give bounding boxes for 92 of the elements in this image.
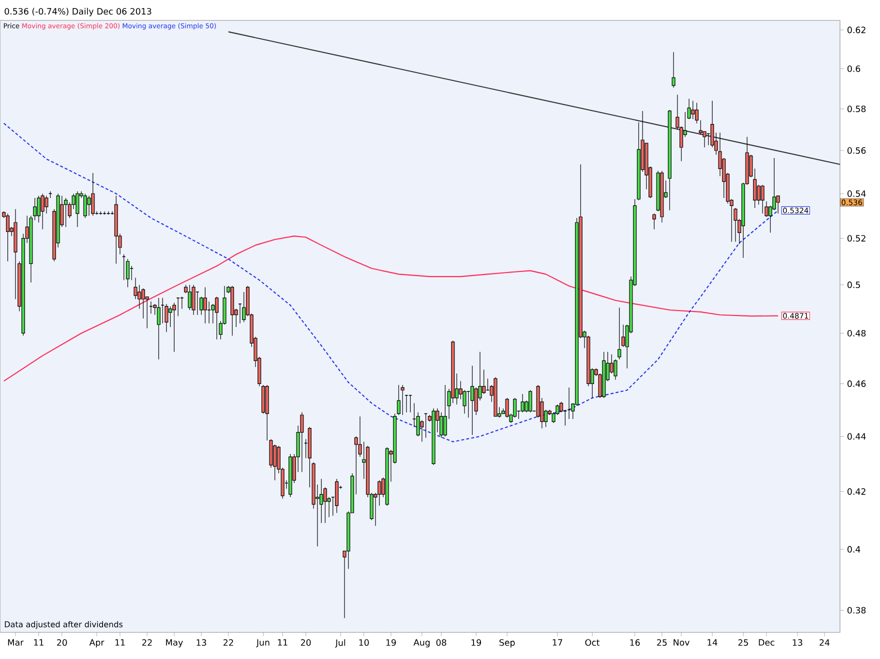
x-tick-label: 14 (708, 639, 718, 646)
candlestick (87, 195, 91, 216)
y-tick-label: 0.44 (848, 433, 866, 440)
candlestick (482, 369, 486, 394)
x-tick-label: 16 (630, 639, 640, 646)
x-tick-label: 20 (300, 639, 311, 646)
candlestick (760, 184, 764, 214)
x-tick-label: 25 (657, 639, 667, 646)
candlestick (172, 302, 176, 352)
line-series (3, 236, 779, 382)
y-tick-label: 0.42 (848, 488, 866, 495)
candlestick (36, 195, 40, 223)
candlestick (207, 301, 211, 324)
candlestick (560, 402, 564, 413)
x-tick-label: Sep (500, 639, 515, 648)
x-tick-label: 08 (436, 639, 446, 646)
candlestick (396, 384, 400, 416)
x-tick-label: 13 (792, 639, 802, 646)
candlestick (141, 288, 146, 319)
y-tick-label: 0.4 (848, 546, 860, 553)
x-tick-label: Dec (758, 639, 774, 646)
chart-title: 0.536 (-0.74%) Daily Dec 06 2013 (4, 8, 152, 16)
candlestick (691, 100, 695, 120)
x-tick-label: 13 (196, 639, 206, 646)
candlestick (710, 100, 714, 148)
x-tick-label: 10 (359, 639, 369, 646)
y-tick-label: 0.46 (848, 380, 866, 387)
x-tick-label: Jun (256, 639, 270, 648)
y-tick-label: 0.5 (848, 282, 860, 288)
y-tick-label: 0.6 (848, 65, 860, 72)
candlestick (672, 52, 676, 88)
x-tick-label: 11 (278, 639, 288, 646)
candlestick (203, 286, 207, 324)
candlestick (126, 258, 130, 288)
candlestick (215, 296, 219, 340)
candlestick (400, 384, 404, 416)
y-tick-label: 0.56 (848, 147, 866, 154)
candlestick (420, 420, 424, 442)
y-tick-label: 0.54 (848, 190, 866, 197)
candlestick (776, 195, 780, 214)
candlestick (156, 298, 160, 360)
candlestick (528, 390, 532, 413)
y-tick-label: 0.38 (848, 606, 866, 614)
candlestick (76, 191, 80, 228)
candlestick (440, 412, 444, 438)
candlestick (652, 213, 656, 230)
candlestick (102, 211, 106, 215)
x-tick-label: 19 (386, 639, 396, 646)
x-tick-label: Oct (585, 639, 600, 646)
candlestick (300, 412, 304, 472)
candlestick (470, 365, 474, 436)
candlestick (698, 120, 702, 136)
candlestick (168, 306, 172, 328)
candlestick (91, 172, 95, 216)
x-tick-label: 22 (224, 639, 234, 646)
candlestick (6, 213, 10, 262)
x-tick-label: 20 (57, 639, 67, 646)
x-tick-label: 19 (472, 639, 482, 646)
candlestick (695, 102, 699, 124)
candlestick (188, 284, 192, 310)
x-tick-label: Aug (414, 639, 430, 648)
candlestick (192, 284, 196, 316)
x-tick-label: May (166, 639, 183, 648)
y-tick-label: 0.52 (848, 235, 866, 242)
x-tick-label: 22 (142, 639, 152, 646)
candlestick (200, 296, 204, 316)
x-tick-label: Nov (674, 639, 690, 646)
candlestick (64, 198, 68, 228)
x-tick-label: 25 (738, 639, 748, 646)
candlestick (618, 307, 622, 360)
candlestick (443, 384, 447, 437)
candlestick (44, 195, 48, 214)
candlestick (176, 298, 180, 316)
annotation: Data adjusted after dividends (4, 621, 123, 629)
x-tick-label: Apr (89, 639, 104, 648)
candlestick (180, 296, 184, 310)
x-tick-label: Jul (334, 639, 346, 648)
x-tick-label: 11 (115, 639, 125, 646)
candlestick (83, 193, 87, 218)
x-tick-label: Mar (8, 639, 24, 646)
x-tick-label: 11 (34, 639, 44, 646)
candlestick (621, 324, 626, 348)
y-tick-label: 0.48 (848, 330, 866, 337)
x-tick-label: 17 (552, 639, 562, 646)
x-tick-label: 24 (820, 639, 830, 646)
candlestick (40, 193, 44, 230)
y-tick-label: 0.58 (848, 106, 866, 112)
y-tick-label: 0.62 (848, 26, 866, 34)
candlestick (520, 394, 524, 413)
line-series (3, 122, 779, 442)
candlestick (323, 487, 327, 524)
candlestick (238, 304, 242, 324)
